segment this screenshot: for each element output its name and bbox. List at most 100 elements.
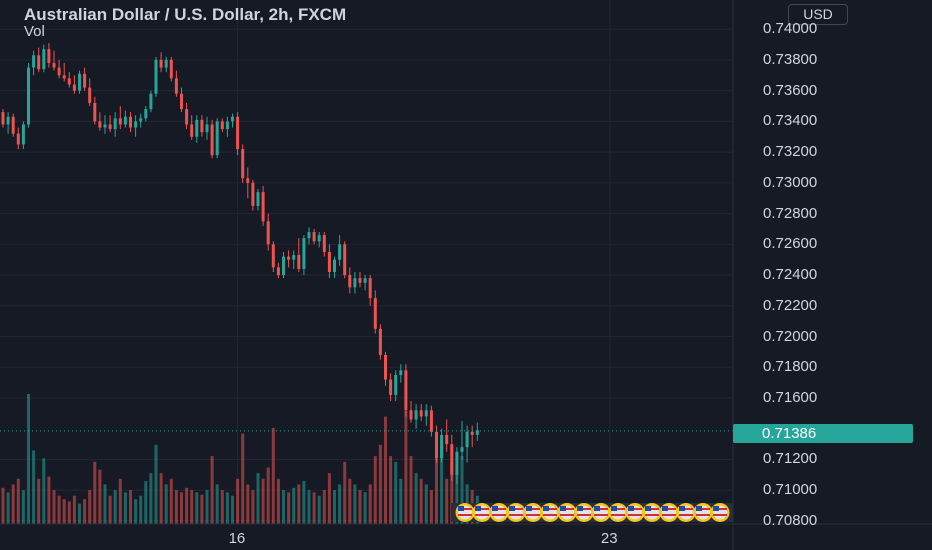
candle-body bbox=[251, 182, 255, 206]
us-flag-icon[interactable] bbox=[608, 503, 628, 522]
volume-bar bbox=[450, 461, 454, 524]
us-flag-icon[interactable] bbox=[591, 503, 611, 522]
volume-bar bbox=[67, 501, 71, 524]
candle-body bbox=[195, 119, 199, 137]
volume-bar bbox=[338, 484, 342, 524]
us-flag-icon[interactable] bbox=[710, 503, 730, 522]
candle-body bbox=[358, 278, 362, 283]
candle bbox=[333, 256, 336, 279]
candle bbox=[154, 56, 158, 97]
volume-bar bbox=[292, 487, 296, 524]
candle-body bbox=[27, 67, 30, 125]
volume-bar bbox=[93, 461, 97, 524]
candle bbox=[363, 275, 367, 291]
us-flag-icon[interactable] bbox=[574, 503, 594, 522]
flag-stripe bbox=[696, 508, 710, 510]
candle bbox=[37, 47, 41, 73]
volume-bar bbox=[205, 490, 209, 524]
volume-bar bbox=[363, 492, 367, 524]
candle bbox=[256, 189, 260, 211]
candle-body bbox=[429, 410, 433, 432]
flag-stripe bbox=[560, 508, 574, 510]
candle-body bbox=[353, 278, 357, 288]
flag-stripe bbox=[492, 514, 506, 516]
flag-stripe bbox=[628, 508, 642, 510]
volume-bar bbox=[154, 444, 158, 524]
candle-body bbox=[419, 410, 423, 417]
price-tick-label: 0.72600 bbox=[763, 235, 818, 253]
volume-bar bbox=[276, 478, 280, 524]
flag-stripe bbox=[594, 508, 608, 510]
candle bbox=[123, 110, 127, 128]
flag-stripe bbox=[543, 514, 557, 516]
us-flag-icon[interactable] bbox=[489, 503, 509, 522]
candle bbox=[83, 67, 87, 91]
candle-body bbox=[154, 59, 158, 94]
volume-bar bbox=[42, 458, 46, 524]
flag-stripe bbox=[594, 514, 608, 516]
volume-bar bbox=[333, 490, 336, 524]
candle-body bbox=[440, 434, 444, 458]
us-flag-icon[interactable] bbox=[557, 503, 577, 522]
candle bbox=[16, 127, 20, 150]
chart-title: Australian Dollar / U.S. Dollar, 2h, FXC… bbox=[24, 5, 347, 24]
candle bbox=[435, 425, 438, 463]
us-flag-icon[interactable] bbox=[659, 503, 679, 522]
volume-bar bbox=[307, 490, 311, 524]
candle-body bbox=[57, 67, 61, 76]
candle-body bbox=[231, 116, 234, 122]
candle-body bbox=[292, 255, 296, 260]
candle-body bbox=[287, 256, 291, 260]
candle bbox=[200, 115, 204, 137]
flag-stripe bbox=[628, 514, 642, 516]
us-flag-icon[interactable] bbox=[676, 503, 696, 522]
candle-body bbox=[78, 73, 81, 91]
flag-stripe bbox=[645, 508, 659, 510]
candle-body bbox=[190, 124, 194, 137]
volume-bar bbox=[57, 495, 61, 524]
candle bbox=[348, 267, 352, 294]
price-tick-label: 0.74000 bbox=[763, 20, 818, 38]
volume-bar bbox=[440, 444, 444, 524]
us-flag-icon[interactable] bbox=[540, 503, 560, 522]
us-flag-icon[interactable] bbox=[455, 503, 475, 522]
volume-bar bbox=[164, 484, 168, 524]
candle bbox=[251, 179, 255, 211]
flag-stripe bbox=[713, 514, 727, 516]
volume-bar bbox=[180, 492, 183, 524]
candle-body bbox=[368, 278, 372, 299]
candle-body bbox=[338, 244, 342, 260]
volume-bar bbox=[88, 490, 92, 524]
us-flag-icon[interactable] bbox=[523, 503, 543, 522]
candle-body bbox=[414, 410, 418, 420]
price-tick-label: 0.73600 bbox=[763, 81, 818, 99]
candle-body bbox=[455, 451, 459, 475]
price-tick-label: 0.73200 bbox=[763, 143, 818, 161]
volume-bar bbox=[52, 490, 56, 524]
candle bbox=[302, 235, 306, 276]
candle bbox=[180, 87, 183, 113]
us-flag-icon[interactable] bbox=[693, 503, 713, 522]
volume-indicator-label[interactable]: Vol bbox=[24, 23, 45, 40]
us-flag-icon[interactable] bbox=[506, 503, 526, 522]
candle bbox=[460, 421, 464, 460]
us-flag-icon[interactable] bbox=[625, 503, 645, 522]
candle-body bbox=[246, 178, 250, 183]
volume-bar bbox=[256, 473, 260, 524]
currency-button[interactable]: USD bbox=[788, 4, 848, 25]
volume-bar bbox=[103, 484, 107, 524]
economic-events-strip[interactable] bbox=[451, 503, 733, 522]
flag-canton bbox=[662, 506, 668, 511]
volume-bar bbox=[322, 490, 326, 524]
candle-body bbox=[333, 259, 336, 272]
volume-bar bbox=[373, 456, 377, 524]
candle-body bbox=[200, 119, 204, 133]
volume-bar bbox=[236, 478, 240, 524]
volume-bar bbox=[72, 495, 76, 524]
us-flag-icon[interactable] bbox=[472, 503, 492, 522]
us-flag-icon[interactable] bbox=[642, 503, 662, 522]
volume-bar bbox=[169, 478, 173, 524]
flag-stripe bbox=[696, 514, 710, 516]
volume-bar bbox=[215, 484, 219, 524]
